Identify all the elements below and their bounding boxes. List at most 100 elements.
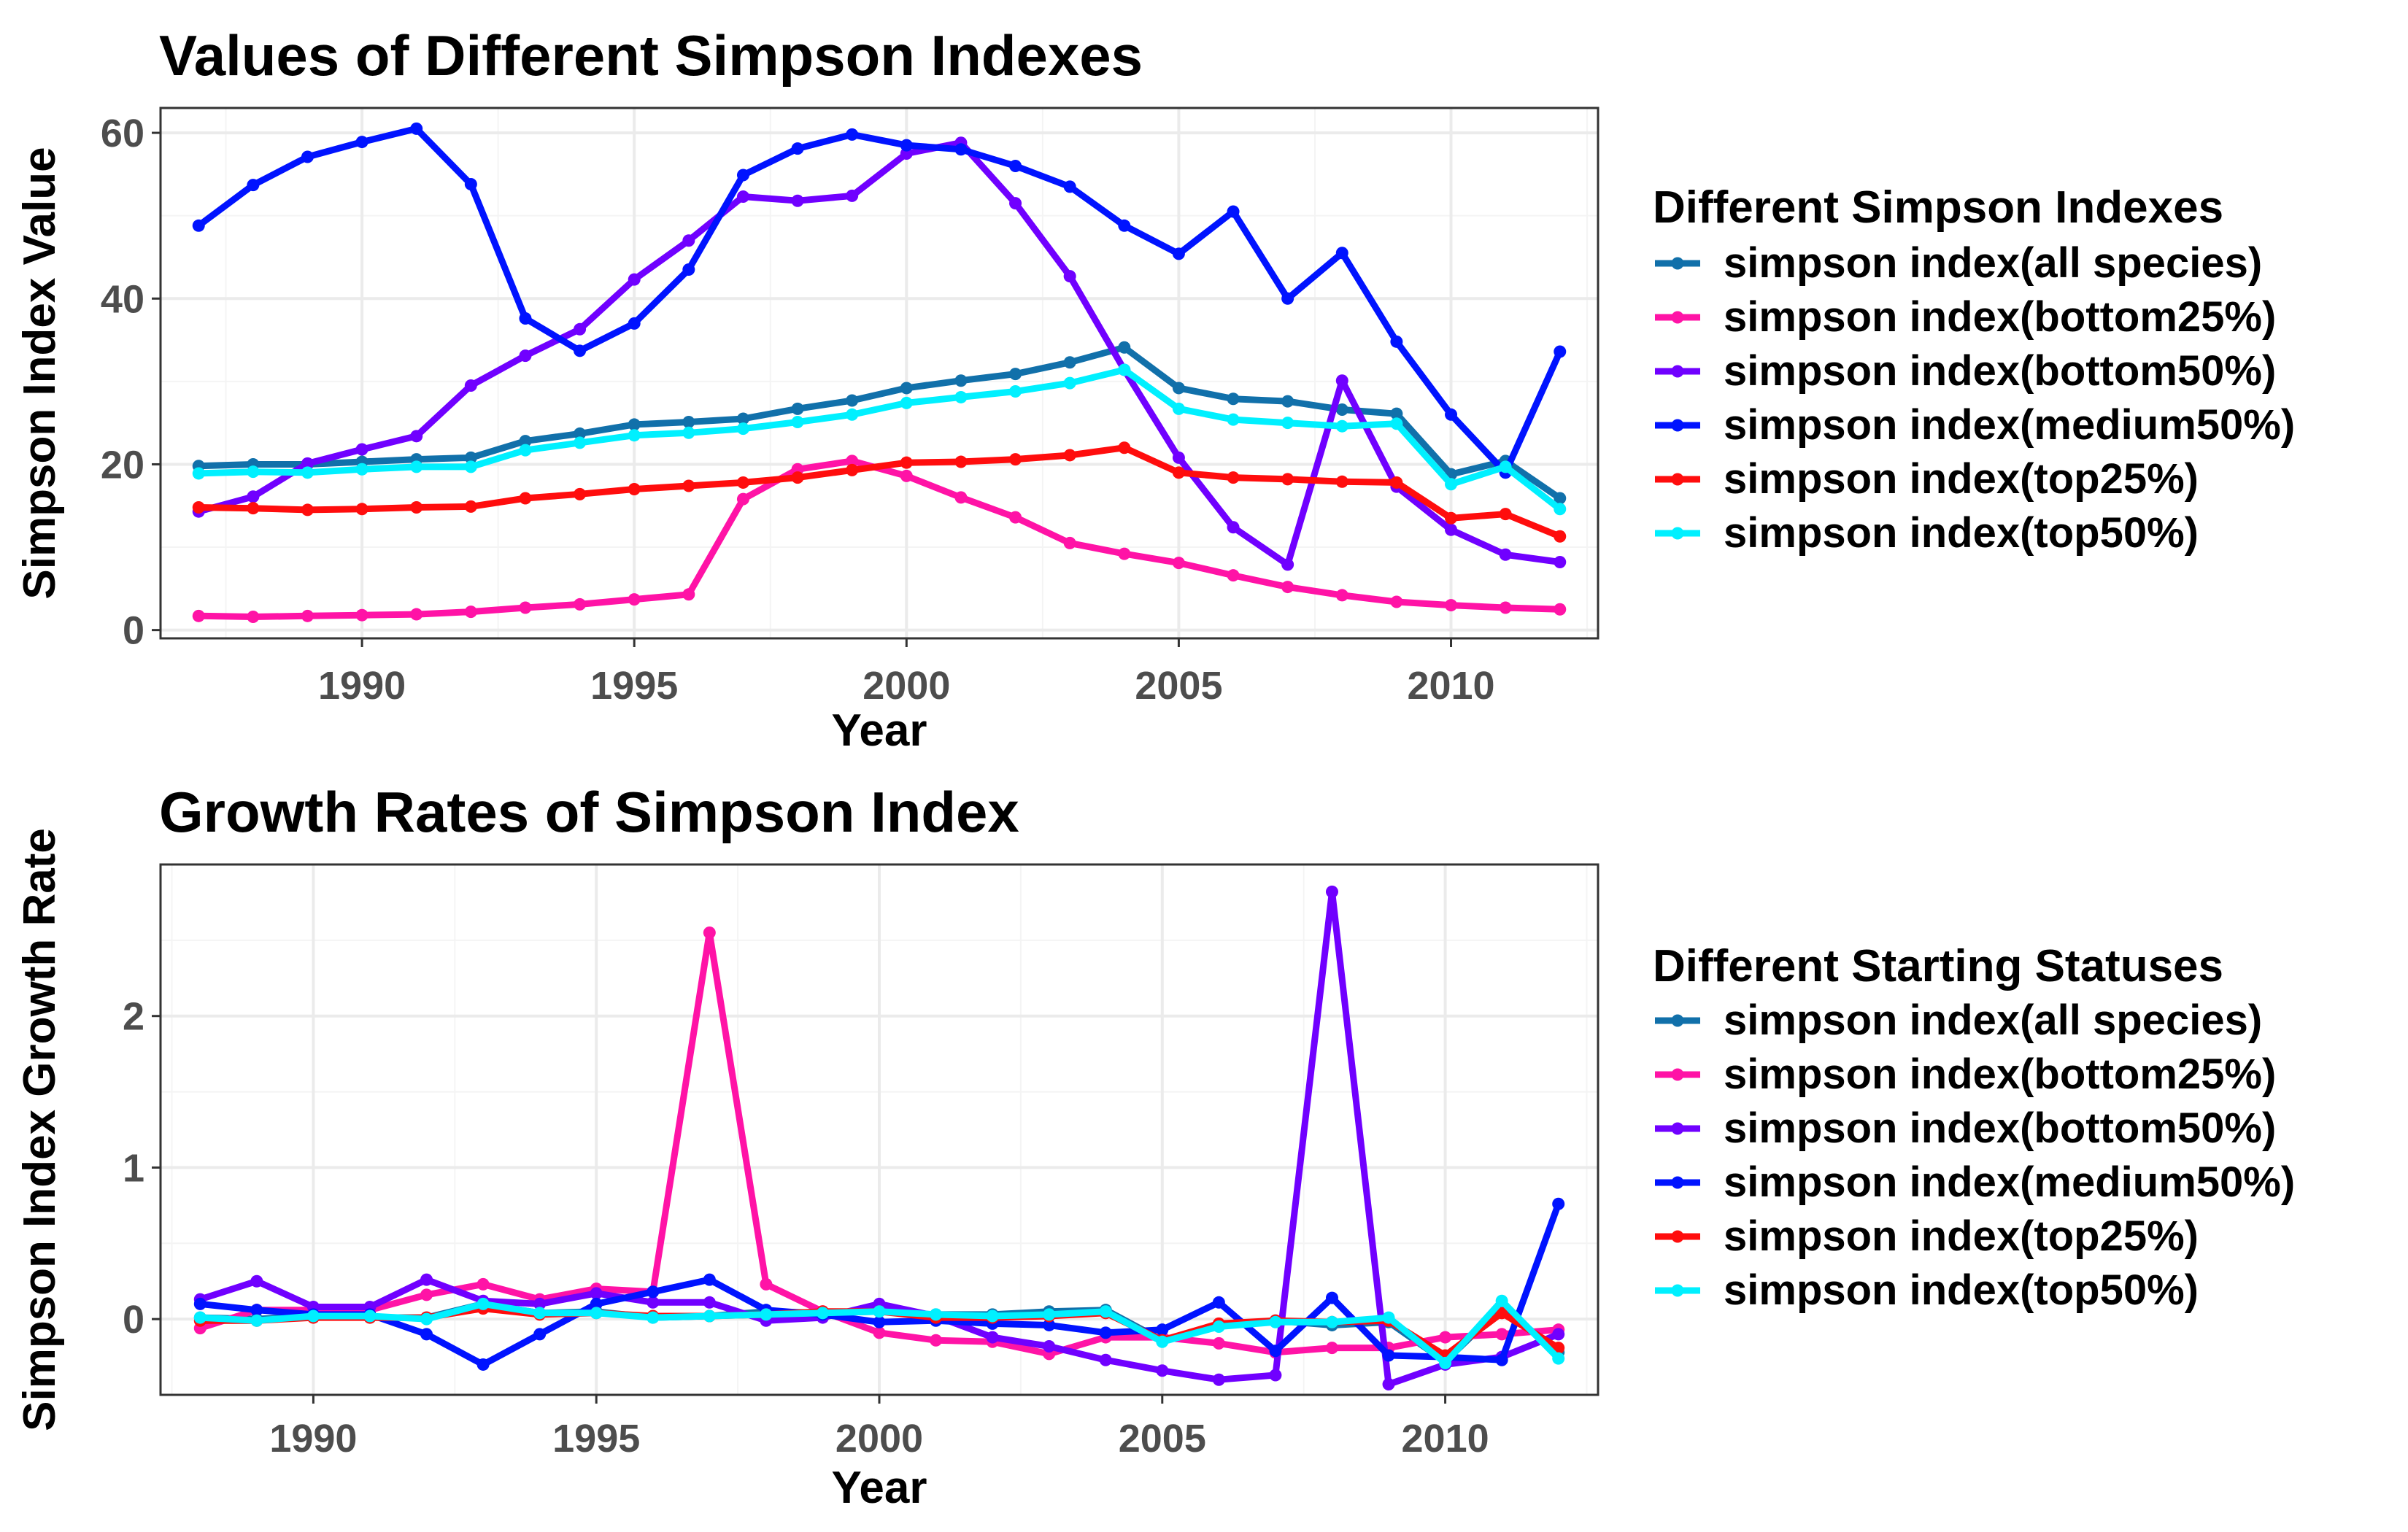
y-axis-title: Simpson Index Growth Rate — [15, 828, 65, 1431]
y-tick-label: 1 — [123, 1146, 144, 1190]
data-point — [1063, 180, 1076, 193]
data-point — [1009, 453, 1022, 466]
data-point — [1552, 1328, 1565, 1341]
data-point — [1009, 197, 1022, 210]
data-point — [647, 1311, 660, 1324]
data-point — [1118, 341, 1131, 354]
data-point — [1043, 1340, 1056, 1353]
data-point — [628, 593, 641, 606]
data-point — [1552, 1197, 1565, 1210]
data-point — [1099, 1326, 1112, 1339]
data-point — [846, 128, 859, 141]
data-point — [1335, 589, 1348, 602]
legend-key-point — [1671, 1176, 1684, 1189]
data-point — [250, 1304, 263, 1317]
data-point — [1281, 292, 1294, 305]
data-point — [1172, 451, 1185, 464]
data-point — [1156, 1335, 1169, 1348]
data-point — [954, 455, 968, 468]
data-point — [1495, 1353, 1508, 1366]
data-point — [1063, 270, 1076, 283]
data-point — [791, 416, 804, 429]
data-point — [1325, 1315, 1338, 1328]
x-tick-label: 1995 — [552, 1417, 640, 1461]
data-point — [1212, 1336, 1225, 1350]
data-point — [410, 122, 423, 135]
data-point — [1325, 1342, 1338, 1355]
data-point — [791, 471, 804, 484]
data-point — [1554, 603, 1567, 616]
data-point — [306, 1309, 320, 1323]
data-point — [954, 374, 968, 387]
data-point — [736, 422, 749, 436]
x-tick-label: 1990 — [318, 664, 406, 708]
legend-label: simpson index(bottom50%) — [1724, 347, 2276, 395]
data-point — [1172, 402, 1185, 415]
legend-label: simpson index(medium50%) — [1724, 401, 2295, 449]
data-point — [301, 609, 314, 622]
data-point — [1009, 368, 1022, 381]
legend-title: Different Starting Statuses — [1653, 941, 2223, 991]
legend-label: simpson index(top50%) — [1724, 1266, 2199, 1314]
series-line-4 — [195, 444, 1564, 540]
data-point — [301, 150, 314, 163]
data-point — [1335, 374, 1348, 387]
data-point — [192, 501, 205, 514]
data-point — [682, 234, 695, 247]
data-point — [410, 460, 423, 473]
data-point — [873, 1326, 886, 1339]
legend-label: simpson index(top50%) — [1724, 509, 2199, 557]
data-point — [703, 926, 716, 939]
data-point — [1227, 521, 1240, 534]
data-point — [1439, 1331, 1452, 1344]
data-point — [736, 169, 749, 182]
data-point — [628, 483, 641, 496]
data-point — [1335, 419, 1348, 433]
data-point — [628, 317, 641, 330]
data-point — [873, 1315, 886, 1328]
legend-key-point — [1671, 1230, 1684, 1243]
data-point — [574, 597, 587, 611]
y-tick-label: 20 — [101, 443, 144, 487]
data-point — [1281, 417, 1294, 430]
x-tick-label: 2010 — [1407, 664, 1494, 708]
data-point — [1269, 1315, 1282, 1328]
data-point — [247, 490, 260, 503]
chart-growth-rates: 1990 1995 2000 2005 2010 0 1 2 Growth Rates of S… — [15, 780, 2295, 1513]
data-point — [1390, 335, 1403, 348]
data-point — [703, 1296, 716, 1309]
data-point — [1281, 473, 1294, 486]
data-point — [1269, 1345, 1282, 1358]
data-point — [1445, 478, 1458, 491]
data-point — [464, 178, 477, 191]
data-point — [900, 456, 913, 469]
chart-values: 1990 1995 2000 2005 2010 0 20 40 60 Values of Dif… — [15, 23, 2295, 756]
data-point — [647, 1285, 660, 1299]
data-point — [628, 418, 641, 431]
data-point — [1325, 1291, 1338, 1304]
data-point — [682, 416, 695, 429]
data-point — [1499, 548, 1512, 561]
data-point — [193, 1297, 207, 1310]
data-point — [846, 408, 859, 421]
data-point — [986, 1309, 999, 1323]
data-point — [192, 219, 205, 232]
data-point — [247, 179, 260, 192]
data-point — [1099, 1305, 1112, 1318]
chart-title: Growth Rates of Simpson Index — [159, 780, 1019, 844]
x-tick-label: 2000 — [836, 1417, 923, 1461]
data-point — [1335, 247, 1348, 260]
data-point — [1227, 392, 1240, 406]
data-point — [464, 606, 477, 619]
data-point — [1063, 536, 1076, 549]
data-point — [193, 1311, 207, 1324]
data-point — [682, 426, 695, 439]
data-point — [900, 469, 913, 482]
data-point — [1009, 384, 1022, 398]
data-point — [410, 608, 423, 621]
data-point — [846, 454, 859, 468]
data-point — [930, 1334, 943, 1347]
data-point — [574, 322, 587, 336]
legend-label: simpson index(bottom25%) — [1724, 1051, 2276, 1098]
data-point — [900, 396, 913, 409]
